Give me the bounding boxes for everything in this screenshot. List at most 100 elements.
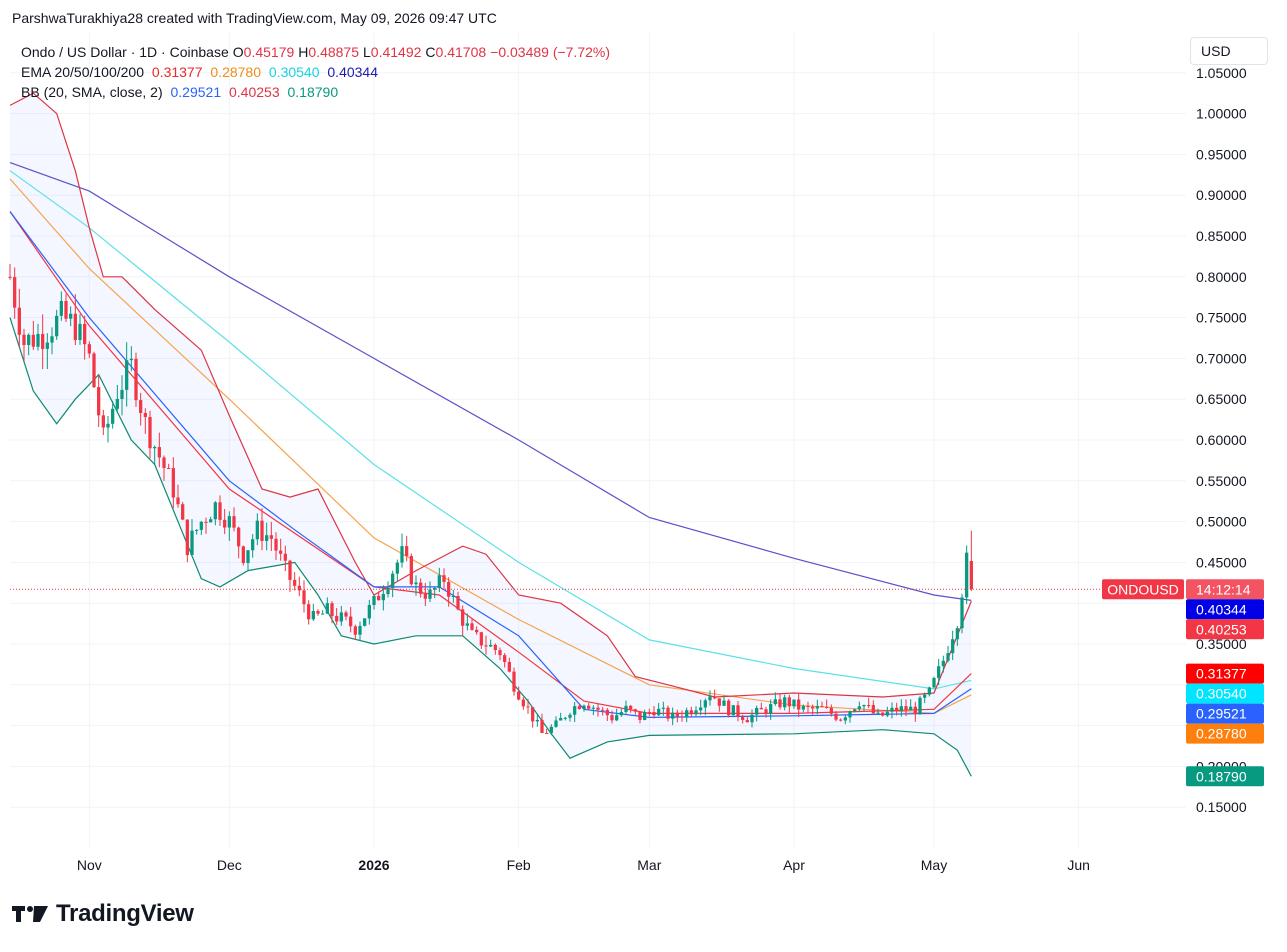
- candle[interactable]: [563, 716, 567, 721]
- candle[interactable]: [619, 708, 623, 717]
- candle[interactable]: [652, 705, 656, 719]
- candle[interactable]: [111, 400, 115, 429]
- candle[interactable]: [409, 553, 413, 586]
- candle[interactable]: [577, 703, 581, 710]
- candle[interactable]: [489, 639, 493, 647]
- candle[interactable]: [302, 580, 306, 613]
- candle[interactable]: [106, 416, 110, 443]
- candle[interactable]: [335, 607, 339, 625]
- candle[interactable]: [414, 575, 418, 596]
- candle[interactable]: [731, 705, 735, 716]
- candle[interactable]: [293, 572, 297, 591]
- candle[interactable]: [129, 346, 133, 372]
- bb-row[interactable]: BB (20, SMA, close, 2) 0.29521 0.40253 0…: [21, 82, 614, 102]
- candle[interactable]: [55, 309, 59, 340]
- candle[interactable]: [377, 591, 381, 601]
- candle[interactable]: [904, 699, 908, 717]
- candle[interactable]: [311, 603, 315, 622]
- symbol-title[interactable]: Ondo / US Dollar · 1D · Coinbase: [21, 44, 229, 60]
- candle[interactable]: [867, 697, 871, 709]
- candle[interactable]: [923, 692, 927, 704]
- candle[interactable]: [587, 703, 591, 710]
- candle[interactable]: [143, 408, 147, 434]
- candle[interactable]: [400, 533, 404, 568]
- candle[interactable]: [367, 599, 371, 625]
- candle[interactable]: [227, 511, 231, 541]
- candle[interactable]: [269, 521, 273, 551]
- candle[interactable]: [167, 463, 171, 470]
- candle[interactable]: [792, 699, 796, 709]
- candle[interactable]: [442, 568, 446, 589]
- candle[interactable]: [307, 600, 311, 625]
- candle[interactable]: [241, 545, 245, 566]
- candle[interactable]: [344, 610, 348, 621]
- ema-label[interactable]: EMA 20/50/100/200: [21, 64, 144, 80]
- candle[interactable]: [685, 707, 689, 723]
- ohlc-row[interactable]: Ondo / US Dollar · 1D · Coinbase O0.45179…: [21, 42, 614, 62]
- candle[interactable]: [895, 702, 899, 716]
- candle[interactable]: [783, 694, 787, 711]
- candle[interactable]: [717, 698, 721, 712]
- candle[interactable]: [405, 535, 409, 562]
- candle[interactable]: [451, 589, 455, 603]
- candle[interactable]: [470, 618, 474, 631]
- candle[interactable]: [965, 545, 969, 605]
- candle[interactable]: [839, 718, 843, 722]
- candle[interactable]: [913, 701, 917, 722]
- candle[interactable]: [699, 699, 703, 716]
- candle[interactable]: [148, 410, 152, 459]
- candle[interactable]: [801, 704, 805, 713]
- candle[interactable]: [559, 712, 563, 721]
- candle[interactable]: [661, 701, 665, 716]
- candle[interactable]: [428, 581, 432, 602]
- candle[interactable]: [36, 323, 40, 351]
- candle[interactable]: [531, 707, 535, 728]
- candle[interactable]: [134, 352, 138, 407]
- candle[interactable]: [69, 306, 73, 327]
- candle[interactable]: [885, 706, 889, 718]
- candle[interactable]: [274, 532, 278, 560]
- candle[interactable]: [834, 711, 838, 722]
- candle[interactable]: [759, 702, 763, 710]
- candle[interactable]: [45, 333, 49, 369]
- candle[interactable]: [353, 624, 357, 640]
- candle[interactable]: [890, 702, 894, 719]
- candle[interactable]: [92, 351, 96, 389]
- candle[interactable]: [260, 508, 264, 551]
- candle[interactable]: [675, 709, 679, 723]
- candle[interactable]: [176, 484, 180, 508]
- candle[interactable]: [643, 709, 647, 721]
- candle[interactable]: [825, 699, 829, 709]
- candle[interactable]: [316, 609, 320, 616]
- candle[interactable]: [190, 519, 194, 558]
- candle[interactable]: [540, 713, 544, 734]
- candle[interactable]: [708, 690, 712, 706]
- candle[interactable]: [876, 708, 880, 716]
- candle[interactable]: [50, 327, 54, 355]
- candle[interactable]: [22, 328, 26, 362]
- candle[interactable]: [493, 643, 497, 655]
- candle[interactable]: [769, 699, 773, 720]
- candle[interactable]: [321, 610, 325, 615]
- candle[interactable]: [624, 700, 628, 714]
- candle[interactable]: [657, 703, 661, 716]
- candle[interactable]: [199, 520, 203, 535]
- candle[interactable]: [64, 293, 68, 322]
- candle[interactable]: [951, 630, 955, 661]
- bb-label[interactable]: BB (20, SMA, close, 2): [21, 84, 163, 100]
- candle[interactable]: [736, 700, 740, 722]
- candle[interactable]: [703, 698, 707, 716]
- candle[interactable]: [283, 545, 287, 572]
- candle[interactable]: [545, 728, 549, 734]
- candle[interactable]: [857, 701, 861, 712]
- candle[interactable]: [181, 501, 185, 521]
- candle[interactable]: [741, 714, 745, 724]
- candle[interactable]: [213, 501, 217, 526]
- candle[interactable]: [87, 341, 91, 358]
- candle[interactable]: [246, 549, 250, 572]
- candle[interactable]: [871, 700, 875, 715]
- candle[interactable]: [484, 635, 488, 655]
- candle[interactable]: [115, 384, 119, 412]
- candle[interactable]: [591, 705, 595, 716]
- candle[interactable]: [909, 699, 913, 711]
